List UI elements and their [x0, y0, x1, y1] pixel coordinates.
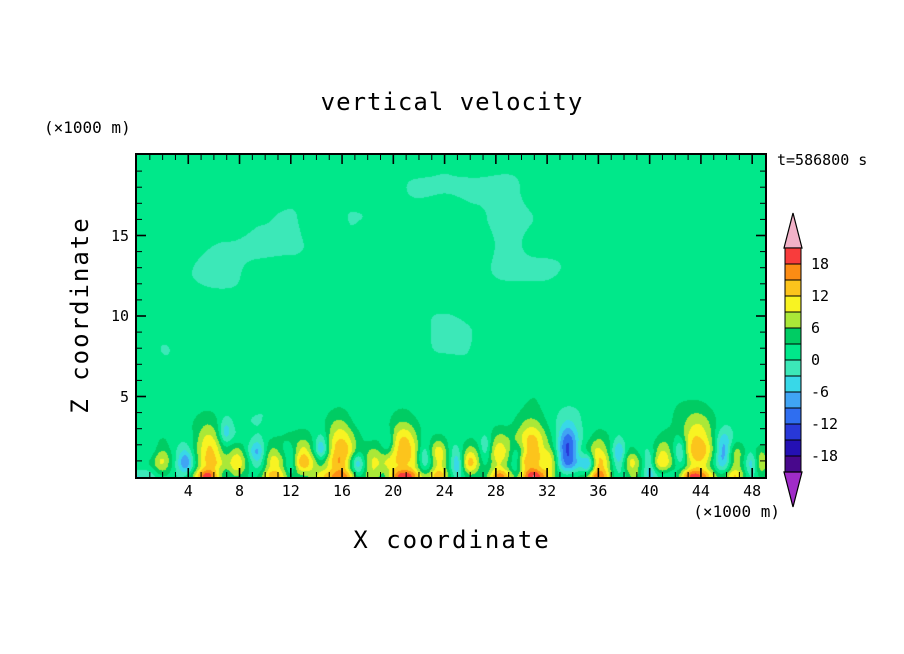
colorbar-label: 0: [811, 351, 821, 369]
x-axis-unit: (×1000 m): [693, 502, 780, 521]
colorbar-segment: [784, 407, 802, 425]
colorbar-segment: [784, 311, 802, 329]
colorbar-segment: [784, 343, 802, 361]
x-tick-label: 28: [486, 482, 505, 500]
x-tick-label: 32: [538, 482, 557, 500]
z-axis-unit: (×1000 m): [44, 118, 131, 137]
timestamp-label: t=586800 s: [777, 151, 868, 169]
colorbar-segment: [784, 295, 802, 313]
colorbar-label: 6: [811, 319, 821, 337]
colorbar-label: 12: [811, 287, 830, 305]
x-tick-label: 20: [384, 482, 403, 500]
colorbar-segment: [784, 391, 802, 409]
x-tick-label: 12: [281, 482, 300, 500]
x-tick-label: 36: [589, 482, 608, 500]
colorbar-under-arrow: [783, 471, 803, 508]
contour-field-canvas: [137, 155, 765, 477]
x-axis-label: X coordinate: [353, 526, 551, 554]
x-tick-label: 40: [640, 482, 659, 500]
x-tick-label: 44: [691, 482, 710, 500]
colorbar-segment: [784, 263, 802, 281]
colorbar-segment: [784, 327, 802, 345]
z-tick-label: 10: [110, 307, 129, 325]
x-tick-label: 48: [743, 482, 762, 500]
colorbar-segment: [784, 423, 802, 441]
axis-ticks: [137, 155, 765, 477]
colorbar-label: -6: [811, 383, 830, 401]
colorbar-segment: [784, 247, 802, 265]
colorbar-segment: [784, 375, 802, 393]
x-tick-label: 8: [235, 482, 245, 500]
colorbar-segment: [784, 279, 802, 297]
colorbar-label: 18: [811, 255, 830, 273]
colorbar-label: -18: [811, 447, 839, 465]
x-tick-label: 4: [183, 482, 193, 500]
chart-title: vertical velocity: [320, 88, 584, 116]
colorbar-segment: [784, 359, 802, 377]
z-tick-label: 15: [110, 226, 129, 245]
colorbar-segment: [784, 439, 802, 457]
x-tick-label: 24: [435, 482, 454, 500]
colorbar: [783, 212, 803, 508]
colorbar-label: -12: [811, 415, 839, 433]
z-tick-label: 5: [119, 387, 129, 406]
colorbar-segment: [784, 455, 802, 473]
plot-area: [135, 153, 767, 479]
colorbar-over-arrow: [783, 212, 803, 249]
x-tick-label: 16: [333, 482, 352, 500]
